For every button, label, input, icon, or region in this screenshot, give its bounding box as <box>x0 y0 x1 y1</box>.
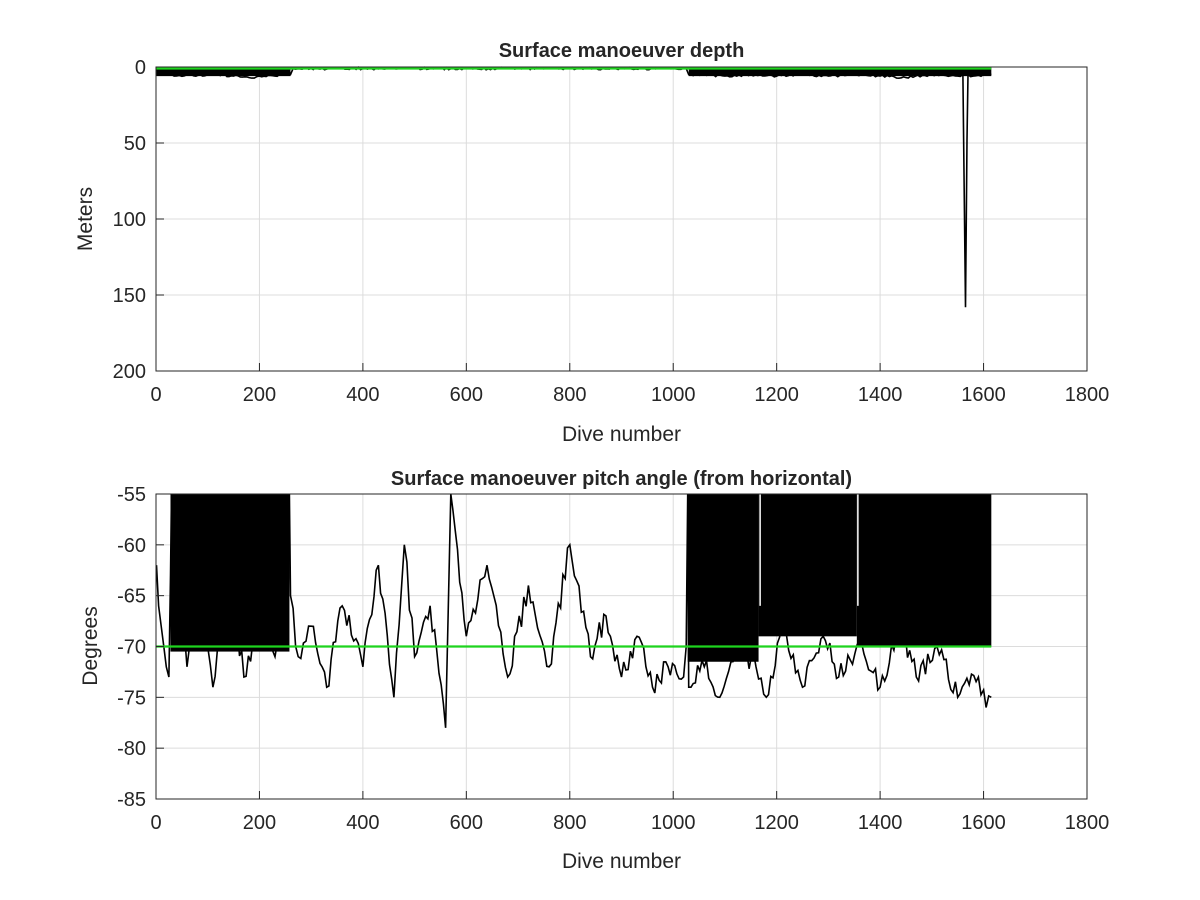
depth-x-tick-label: 0 <box>150 384 161 406</box>
depth-x-tick-label: 1400 <box>858 384 903 406</box>
pitch-x-tick-label: 200 <box>243 812 276 834</box>
pitch-y-axis-label: Degrees <box>79 606 102 685</box>
pitch-y-tick-label: -80 <box>117 738 146 760</box>
pitch-x-tick-label: 800 <box>553 812 586 834</box>
depth-surface-band <box>688 67 992 77</box>
pitch-x-tick-label: 1800 <box>1065 812 1110 834</box>
depth-x-tick-label: 600 <box>450 384 483 406</box>
pitch-y-tick-label: -75 <box>117 687 146 709</box>
depth-y-axis-label: Meters <box>74 187 97 251</box>
depth-x-ticks: 0 200 400 600 800 1000 1200 1400 1600 1800 <box>150 363 1109 406</box>
depth-y-tick-label: 50 <box>124 133 146 155</box>
pitch-x-tick-label: 1600 <box>961 812 1006 834</box>
pitch-dense-blocks <box>170 494 992 662</box>
depth-x-axis-label: Dive number <box>562 423 681 446</box>
depth-x-tick-label: 1600 <box>961 384 1006 406</box>
pitch-y-tick-label: -85 <box>117 789 146 811</box>
pitch-dense-block <box>856 494 992 647</box>
pitch-x-tick-label: 0 <box>150 812 161 834</box>
depth-series <box>156 66 992 308</box>
pitch-y-tick-label: -70 <box>117 637 146 659</box>
pitch-x-tick-label: 600 <box>450 812 483 834</box>
pitch-dense-block <box>758 494 857 637</box>
depth-x-tick-label: 1000 <box>651 384 696 406</box>
pitch-x-tick-label: 1200 <box>754 812 799 834</box>
pitch-chart-title: Surface manoeuver pitch angle (from hori… <box>391 468 852 490</box>
depth-y-ticks: 0 50 100 150 200 <box>113 57 164 383</box>
pitch-series <box>155 493 992 728</box>
depth-y-tick-label: 100 <box>113 209 146 231</box>
pitch-x-ticks: 0 200 400 600 800 1000 1200 1400 1600 1800 <box>150 791 1109 834</box>
depth-y-tick-label: 200 <box>113 361 146 383</box>
pitch-y-tick-label: -60 <box>117 535 146 557</box>
pitch-x-tick-label: 1000 <box>651 812 696 834</box>
pitch-series-line <box>155 493 992 728</box>
depth-surface-band <box>156 67 291 77</box>
depth-x-tick-label: 200 <box>243 384 276 406</box>
depth-x-tick-label: 1200 <box>754 384 799 406</box>
pitch-y-tick-label: -65 <box>117 586 146 608</box>
depth-x-tick-label: 1800 <box>1065 384 1110 406</box>
depth-x-tick-label: 800 <box>553 384 586 406</box>
pitch-x-tick-label: 1400 <box>858 812 903 834</box>
pitch-axes: 0 200 400 600 800 1000 1200 1400 1600 1800 -55 -60… <box>79 468 1109 873</box>
pitch-x-axis-label: Dive number <box>562 850 681 873</box>
depth-dense-blocks <box>156 67 992 77</box>
depth-x-tick-label: 400 <box>346 384 379 406</box>
depth-axes: 0 200 400 600 800 1000 1200 1400 1600 1800 050100… <box>74 40 1109 446</box>
pitch-dense-block <box>687 494 759 662</box>
depth-chart-title: Surface manoeuver depth <box>499 40 745 62</box>
pitch-y-tick-label: -55 <box>117 484 146 506</box>
pitch-x-tick-label: 400 <box>346 812 379 834</box>
depth-y-tick-label: 150 <box>113 285 146 307</box>
depth-y-tick-label: 0 <box>135 57 146 79</box>
pitch-y-ticks: -55 -60 -65 -70 -75 -80 -85 <box>117 484 164 811</box>
